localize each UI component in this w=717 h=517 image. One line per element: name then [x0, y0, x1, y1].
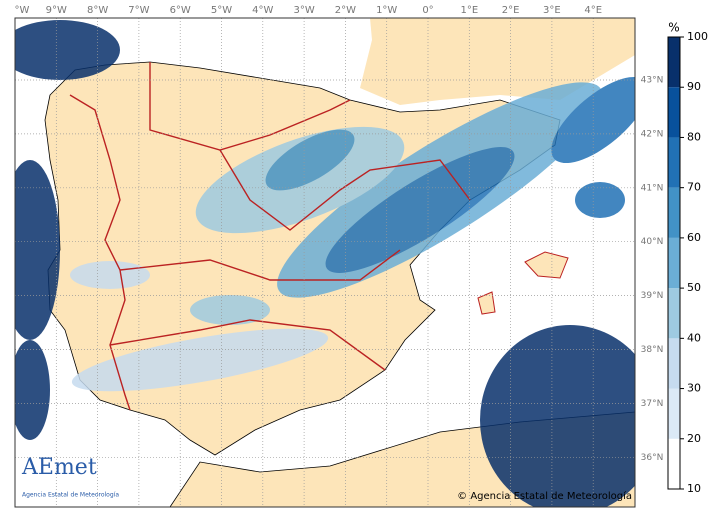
lat-label: 36°N	[641, 453, 664, 463]
lat-label: 39°N	[641, 291, 664, 301]
mallorca	[524, 251, 569, 279]
lon-label: 1°W	[376, 5, 397, 16]
lon-label: 5°W	[211, 5, 232, 16]
colorbar-segment	[668, 338, 680, 389]
lon-label: 6°W	[170, 5, 191, 16]
lat-label: 42°N	[641, 129, 664, 139]
lon-label: 1°E	[460, 5, 478, 16]
colorbar-tick-label: 10	[687, 482, 701, 495]
lon-label: 8°W	[87, 5, 108, 16]
colorbar: 10 20 30 40 50 60 70 80 90 100	[667, 30, 708, 495]
colorbar-tick-label: 40	[687, 331, 701, 344]
france	[360, 18, 635, 105]
lon-label: 7°W	[128, 5, 149, 16]
colorbar-segment	[668, 137, 680, 188]
lon-label: 9°W	[46, 5, 67, 16]
graticule	[15, 18, 635, 507]
colorbar-tick-label: 90	[687, 80, 701, 93]
colorbar-tick-label: 100	[687, 30, 708, 43]
colorbar-segment	[668, 288, 680, 339]
colorbar-segment	[668, 237, 680, 289]
colorbar-segment	[668, 438, 680, 489]
lon-label: 0°	[422, 5, 433, 16]
logo-subtitle: Agencia Estatal de Meteorología	[22, 492, 119, 499]
map-frame	[14, 17, 636, 508]
lat-label: 40°N	[641, 237, 664, 247]
borders	[69, 62, 471, 411]
colorbar-tick-label: 20	[687, 432, 701, 445]
colorbar-segment	[668, 37, 680, 88]
lon-label: 2°E	[502, 5, 520, 16]
logo: AEmet	[21, 455, 97, 480]
lon-label: °W	[15, 5, 30, 16]
colorbar-segment	[668, 388, 680, 439]
lat-label: 41°N	[641, 183, 664, 193]
ibiza	[477, 291, 496, 315]
credit: © Agencia Estatal de Meteorología	[457, 490, 632, 502]
lon-label: 4°W	[252, 5, 273, 16]
colorbar-unit: %	[668, 21, 679, 35]
colorbar-segment	[668, 87, 680, 138]
lat-label: 38°N	[641, 345, 664, 355]
colorbar-frame	[667, 36, 681, 490]
colorbar-tick-label: 30	[687, 382, 701, 395]
colorbar-tick-label: 60	[687, 231, 701, 244]
lon-label: 4°E	[584, 5, 602, 16]
lon-label: 2°W	[335, 5, 356, 16]
map	[15, 18, 635, 507]
lat-label: 37°N	[641, 399, 664, 409]
colorbar-tick-label: 80	[687, 130, 701, 143]
lon-label: 3°E	[543, 5, 561, 16]
lat-label: 43°N	[641, 76, 664, 86]
colorbar-segment	[668, 187, 680, 238]
colorbar-tick-label: 50	[687, 281, 701, 294]
cloud-cover	[15, 20, 635, 507]
colorbar-tick-label: 70	[687, 181, 701, 194]
lon-label: 3°W	[293, 5, 314, 16]
